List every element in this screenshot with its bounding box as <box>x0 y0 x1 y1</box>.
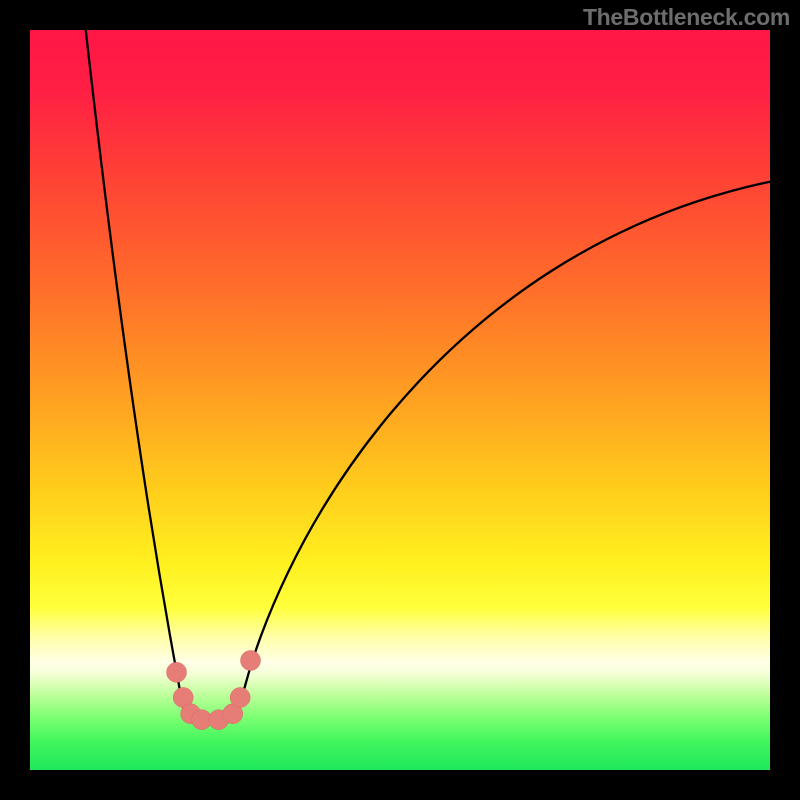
bottleneck-chart <box>0 0 800 800</box>
chart-frame: TheBottleneck.com <box>0 0 800 800</box>
curve-marker <box>241 650 261 670</box>
curve-marker <box>230 687 250 707</box>
gradient-plot-area <box>30 30 770 770</box>
curve-marker <box>167 662 187 682</box>
watermark-text: TheBottleneck.com <box>583 4 790 31</box>
